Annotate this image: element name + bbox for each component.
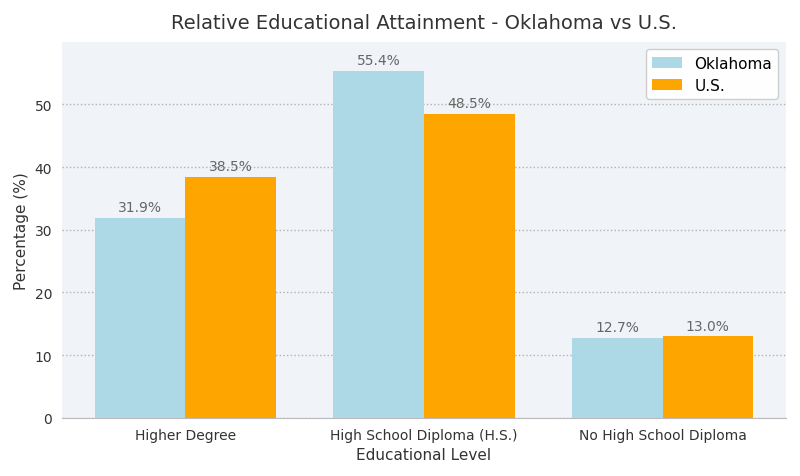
Bar: [94, 218, 186, 418]
Bar: [334, 71, 424, 418]
Legend: Oklahoma, U.S.: Oklahoma, U.S.: [646, 50, 778, 100]
Text: 31.9%: 31.9%: [118, 201, 162, 215]
Text: 12.7%: 12.7%: [595, 321, 639, 335]
Bar: [662, 337, 753, 418]
Text: 38.5%: 38.5%: [209, 159, 253, 173]
Y-axis label: Percentage (%): Percentage (%): [14, 171, 29, 289]
Bar: [424, 115, 514, 418]
Text: 48.5%: 48.5%: [447, 97, 491, 111]
Text: 55.4%: 55.4%: [357, 54, 401, 68]
Bar: [186, 177, 276, 418]
Bar: [572, 338, 662, 418]
X-axis label: Educational Level: Educational Level: [356, 447, 491, 462]
Text: 13.0%: 13.0%: [686, 319, 730, 333]
Title: Relative Educational Attainment - Oklahoma vs U.S.: Relative Educational Attainment - Oklaho…: [171, 14, 677, 33]
